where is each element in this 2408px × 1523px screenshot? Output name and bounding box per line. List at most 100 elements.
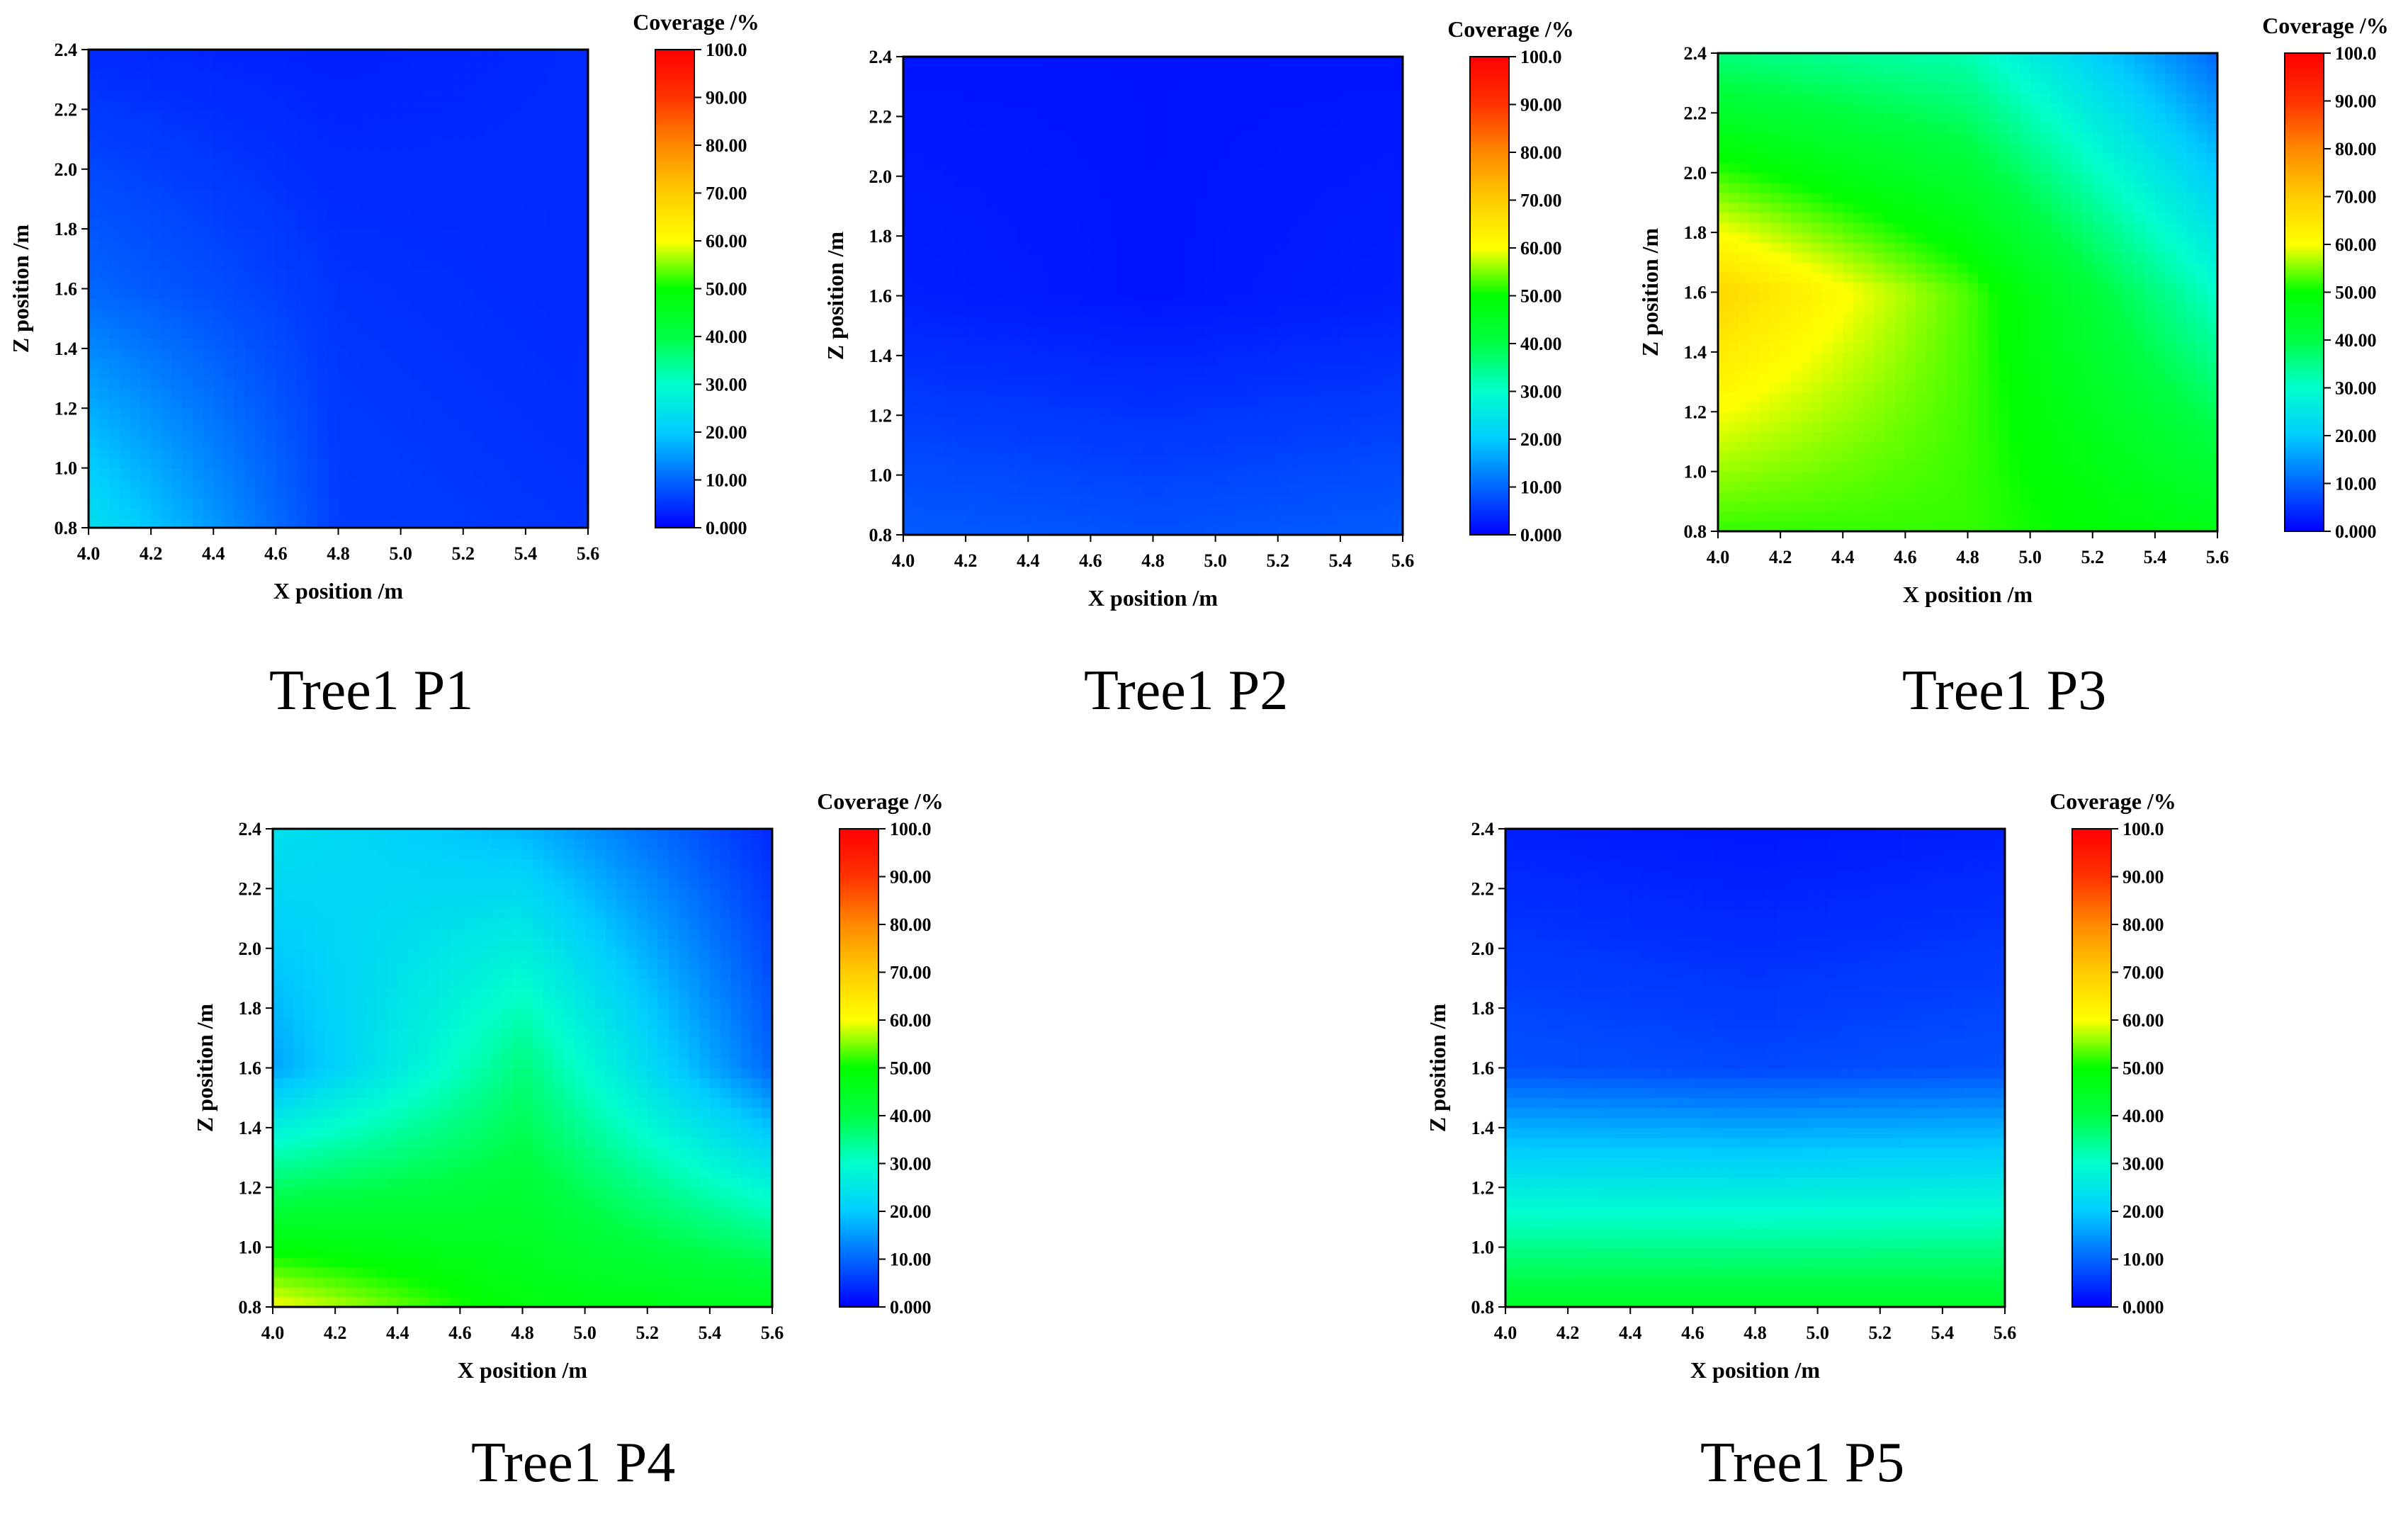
heatmap-cell xyxy=(934,57,945,67)
heatmap-cell xyxy=(151,79,162,90)
heatmap-cell xyxy=(1194,316,1205,327)
heatmap-cell xyxy=(162,209,172,220)
heatmap-cell xyxy=(1101,465,1112,476)
heatmap-cell xyxy=(1267,385,1278,396)
heatmap-cell xyxy=(224,388,234,399)
heatmap-cell xyxy=(453,438,463,448)
heatmap-cell xyxy=(567,259,578,269)
heatmap-cell xyxy=(2186,521,2197,532)
heatmap-cell xyxy=(1174,147,1185,157)
heatmap-cell xyxy=(1392,86,1403,97)
heatmap-cell xyxy=(1070,375,1080,386)
heatmap-cell xyxy=(193,149,203,160)
heatmap-cell xyxy=(1112,216,1122,227)
heatmap-cell xyxy=(182,508,193,519)
heatmap-cell xyxy=(903,485,914,496)
heatmap-cell xyxy=(1330,346,1340,356)
heatmap-cell xyxy=(924,405,934,416)
heatmap-cell xyxy=(1101,57,1112,67)
heatmap-cell xyxy=(453,60,463,70)
heatmap-cell xyxy=(914,495,925,506)
heatmap-cell xyxy=(370,368,380,379)
heatmap-cell xyxy=(903,375,914,386)
heatmap-cell xyxy=(203,140,214,150)
heatmap-cell xyxy=(1049,385,1060,396)
heatmap-cell xyxy=(172,69,183,80)
heatmap-cell xyxy=(349,79,359,90)
heatmap-cell xyxy=(1853,511,1864,522)
heatmap-cell xyxy=(328,79,339,90)
heatmap-cell xyxy=(2155,502,2166,512)
heatmap-cell xyxy=(515,299,526,310)
heatmap-cell xyxy=(109,368,120,379)
heatmap-cell xyxy=(987,495,997,506)
heatmap-cell xyxy=(1028,465,1039,476)
heatmap-cell xyxy=(317,268,328,279)
heatmap-cell xyxy=(255,468,266,479)
heatmap-cell xyxy=(1112,147,1122,157)
heatmap-cell xyxy=(255,229,266,239)
heatmap-cell xyxy=(536,79,547,90)
heatmap-cell xyxy=(567,179,578,190)
heatmap-cell xyxy=(1288,326,1299,336)
heatmap-cell xyxy=(463,109,474,120)
heatmap-cell xyxy=(1132,445,1143,455)
heatmap-cell xyxy=(1299,137,1309,147)
heatmap-cell xyxy=(297,219,307,230)
heatmap-cell xyxy=(484,268,494,279)
heatmap-cell xyxy=(1090,276,1101,286)
heatmap-cell xyxy=(1382,445,1393,455)
heatmap-cell xyxy=(130,89,141,100)
heatmap-cell xyxy=(1090,57,1101,67)
heatmap-cell xyxy=(193,229,203,239)
heatmap-cell xyxy=(577,309,588,319)
heatmap-cell xyxy=(140,60,151,70)
heatmap-cell xyxy=(1143,336,1153,346)
heatmap-cell xyxy=(255,309,266,319)
heatmap-cell xyxy=(380,189,390,200)
heatmap-cell xyxy=(1059,465,1070,476)
heatmap-cell xyxy=(453,119,463,130)
heatmap-cell xyxy=(1205,176,1216,187)
heatmap-cell xyxy=(1278,415,1289,426)
heatmap-cell xyxy=(255,99,266,110)
heatmap-cell xyxy=(1059,216,1070,227)
colorbar-tick-label: 0.000 xyxy=(706,518,747,538)
heatmap-cell xyxy=(1205,465,1216,476)
heatmap-cell xyxy=(1194,445,1205,455)
heatmap-cell xyxy=(966,405,976,416)
heatmap-cell xyxy=(109,109,120,120)
heatmap-cell xyxy=(976,216,987,227)
heatmap-cell xyxy=(1309,445,1320,455)
heatmap-cell xyxy=(1267,147,1278,157)
heatmap-cell xyxy=(515,79,526,90)
heatmap-cell xyxy=(276,189,286,200)
heatmap-cell xyxy=(328,99,339,110)
heatmap-cell xyxy=(1205,226,1216,237)
heatmap-cell xyxy=(349,358,359,369)
x-tick-label: 5.2 xyxy=(1267,550,1290,571)
heatmap-cell xyxy=(955,405,966,416)
heatmap-cell xyxy=(1059,405,1070,416)
heatmap-cell xyxy=(213,249,224,259)
heatmap-cell xyxy=(432,60,443,70)
heatmap-cell xyxy=(1163,116,1174,127)
heatmap-cell xyxy=(109,299,120,310)
heatmap-cell xyxy=(297,299,307,310)
heatmap-cell xyxy=(1205,206,1216,217)
heatmap-cell xyxy=(1247,495,1257,506)
heatmap-cell xyxy=(515,268,526,279)
heatmap-cell xyxy=(1905,492,1916,502)
heatmap-cell xyxy=(1926,511,1937,522)
heatmap-cell xyxy=(955,485,966,496)
heatmap-cell xyxy=(1351,505,1362,516)
heatmap-cell xyxy=(182,229,193,239)
heatmap-cell xyxy=(1382,206,1393,217)
heatmap-cell xyxy=(1330,405,1340,416)
heatmap-cell xyxy=(1049,485,1060,496)
heatmap-cell xyxy=(1760,521,1770,532)
heatmap-cell xyxy=(1718,521,1729,532)
heatmap-cell xyxy=(255,339,266,349)
heatmap-cell xyxy=(1226,346,1236,356)
heatmap-cell xyxy=(945,385,956,396)
